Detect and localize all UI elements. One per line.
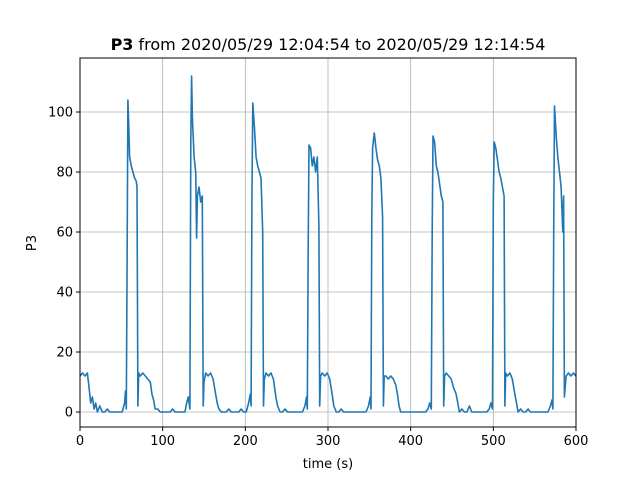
chart-title: P3 from 2020/05/29 12:04:54 to 2020/05/2… bbox=[111, 35, 546, 54]
y-tick-label: 60 bbox=[56, 226, 73, 241]
x-tick-label: 400 bbox=[398, 434, 423, 449]
y-tick-label: 100 bbox=[48, 106, 73, 121]
x-axis-label: time (s) bbox=[303, 457, 353, 472]
x-axis: 0 100 200 300 400 500 600 bbox=[76, 427, 589, 449]
y-axis-label: P3 bbox=[25, 235, 40, 251]
y-tick-label: 80 bbox=[56, 166, 73, 181]
x-tick-label: 300 bbox=[316, 434, 341, 449]
x-tick-label: 200 bbox=[233, 434, 258, 449]
x-tick-label: 500 bbox=[481, 434, 506, 449]
series-line bbox=[79, 75, 577, 413]
chart-title-bold: P3 bbox=[111, 35, 134, 54]
y-tick-label: 40 bbox=[56, 286, 73, 301]
x-tick-label: 600 bbox=[564, 434, 589, 449]
x-tick-label: 100 bbox=[150, 434, 175, 449]
plot-area bbox=[79, 75, 577, 413]
grid bbox=[79, 58, 577, 427]
y-axis: 0 20 40 60 80 100 bbox=[48, 106, 80, 421]
chart-title-rest: from 2020/05/29 12:04:54 to 2020/05/29 1… bbox=[133, 35, 545, 54]
y-tick-label: 0 bbox=[65, 406, 73, 421]
x-tick-label: 0 bbox=[76, 434, 84, 449]
y-tick-label: 20 bbox=[56, 346, 73, 361]
